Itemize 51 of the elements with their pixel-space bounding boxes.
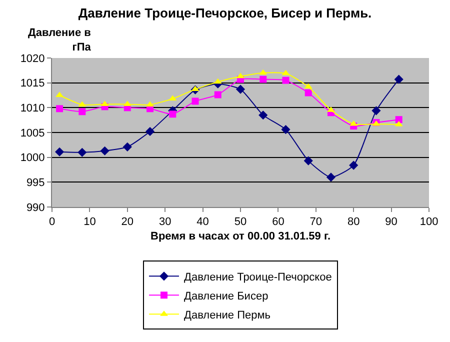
y-axis-title: Давление в гПа [28, 27, 92, 54]
point [78, 108, 86, 116]
legend-label: Давление Бисер [184, 290, 268, 302]
point [191, 86, 200, 92]
point [304, 89, 312, 96]
point [100, 146, 110, 156]
point [259, 69, 268, 75]
x-tick-label: 60 [272, 216, 284, 228]
point [304, 156, 313, 166]
x-tick-label: 90 [385, 216, 398, 228]
x-tick-label: 50 [234, 216, 247, 228]
point [260, 76, 267, 83]
point [258, 110, 268, 120]
legend-label: Давление Пермь [184, 309, 271, 322]
point [282, 76, 290, 84]
y-tick-label: 995 [26, 177, 45, 190]
point [192, 98, 199, 105]
point [78, 148, 87, 157]
point [236, 84, 246, 94]
y-tick-label: 1020 [20, 52, 45, 65]
point [304, 83, 312, 89]
point [56, 105, 64, 112]
x-axis-title: Время в часах от 00.00 31.01.59 г. [150, 230, 330, 242]
point [54, 147, 64, 156]
x-tick-label: 40 [196, 216, 209, 228]
point [394, 74, 404, 84]
y-tick-label: 990 [26, 202, 45, 214]
x-tick-label: 20 [121, 216, 134, 228]
x-tick-label: 70 [310, 216, 322, 228]
point [349, 160, 358, 170]
x-tick-label: 0 [48, 216, 56, 228]
y-tick-label: 1010 [20, 102, 45, 115]
y-tick-label: 1000 [20, 152, 45, 164]
point [145, 126, 155, 136]
point [326, 172, 336, 182]
point [395, 116, 402, 124]
point [214, 78, 222, 84]
point [169, 110, 176, 118]
point [372, 106, 381, 116]
y-tick-label: 1015 [20, 78, 45, 90]
point [281, 124, 290, 134]
x-tick-label: 80 [347, 216, 360, 228]
y-tick-label: 1005 [20, 127, 45, 140]
legend-label: Давление Троице-Печорское [184, 271, 332, 284]
chart-title: Давление Троице-Печорское, Бисер и Пермь. [78, 6, 372, 21]
point [214, 91, 222, 98]
point [122, 142, 132, 152]
x-tick-label: 30 [158, 216, 172, 228]
point [282, 70, 290, 76]
x-tick-label: 10 [84, 216, 96, 228]
x-tick-label: 100 [420, 216, 438, 228]
